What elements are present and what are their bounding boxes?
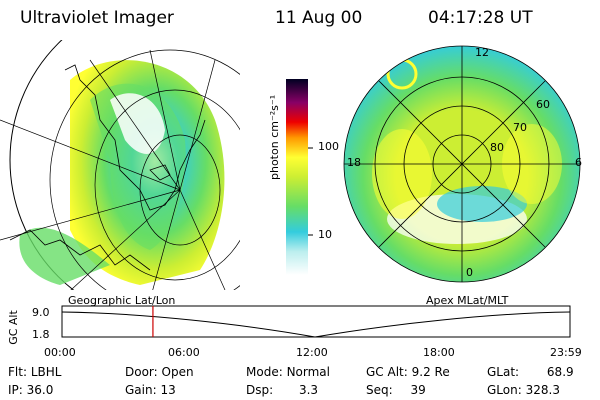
timeline-xtick-0: 00:00 bbox=[44, 346, 76, 359]
mlt-label-12: 12 bbox=[475, 46, 489, 59]
altitude-timeline bbox=[61, 305, 571, 338]
mlat-grid bbox=[343, 45, 581, 283]
status-ip: IP: 36.0 bbox=[8, 383, 54, 397]
mlt-label-18: 18 bbox=[347, 156, 361, 169]
right-panel-label: Apex MLat/MLT bbox=[426, 294, 509, 307]
status-glat: GLat: 68.9 bbox=[487, 365, 574, 379]
status-gain: Gain: 13 bbox=[125, 383, 176, 397]
colorbar-tick-10: 10 bbox=[318, 228, 332, 241]
geographic-image bbox=[0, 40, 240, 290]
left-panel-label: Geographic Lat/Lon bbox=[68, 294, 176, 307]
image-time: 04:17:28 UT bbox=[428, 8, 533, 28]
mlat-label-70: 70 bbox=[513, 121, 527, 134]
status-gc-alt: GC Alt: 9.2 Re bbox=[366, 365, 450, 379]
status-filter: Flt: LBHL bbox=[8, 365, 62, 379]
altitude-curve bbox=[61, 311, 571, 338]
mlt-label-6: 6 bbox=[575, 156, 582, 169]
status-door: Door: Open bbox=[125, 365, 194, 379]
mlt-label-0: 0 bbox=[466, 266, 473, 279]
instrument-title: Ultraviolet Imager bbox=[20, 8, 174, 28]
colorbar-tick-100: 100 bbox=[318, 140, 339, 153]
mlat-label-80: 80 bbox=[490, 141, 504, 154]
timeline-xtick-4: 23:59 bbox=[550, 346, 582, 359]
status-glon: GLon: 328.3 bbox=[487, 383, 560, 397]
image-date: 11 Aug 00 bbox=[275, 8, 363, 28]
status-mode: Mode: Normal bbox=[246, 365, 330, 379]
timeline-ylabel: GC Alt bbox=[6, 310, 20, 345]
timeline-xtick-3: 18:00 bbox=[423, 346, 455, 359]
status-dsp: Dsp: 3.3 bbox=[246, 383, 319, 397]
timeline-xtick-1: 06:00 bbox=[168, 346, 200, 359]
timeline-xtick-2: 12:00 bbox=[296, 346, 328, 359]
colorbar-unit-label: photon cm⁻²s⁻¹ bbox=[268, 94, 281, 180]
mlat-label-60: 60 bbox=[536, 98, 550, 111]
geo-grid bbox=[0, 49, 240, 290]
timeline-ytick-low: 1.8 bbox=[32, 328, 50, 341]
polar-image bbox=[343, 45, 581, 283]
color-scale-bar bbox=[286, 79, 313, 275]
status-seq: Seq: 39 bbox=[366, 383, 426, 397]
timeline-ytick-high: 9.0 bbox=[32, 306, 50, 319]
